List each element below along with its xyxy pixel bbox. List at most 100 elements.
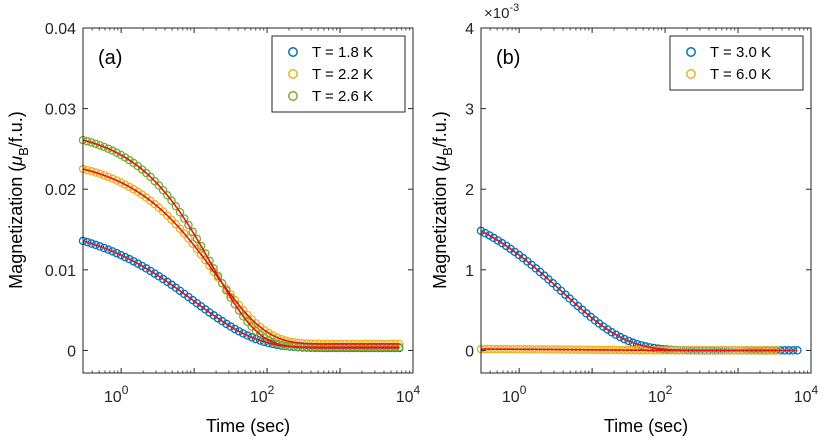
- data-point: [116, 150, 126, 160]
- data-point: [112, 176, 121, 185]
- data-point: [226, 322, 235, 331]
- data-point: [247, 333, 256, 342]
- fit-curve-1: [82, 240, 400, 349]
- data-point: [87, 239, 96, 248]
- x-tick-label-exp: 4: [812, 383, 819, 397]
- data-point: [87, 138, 96, 147]
- data-point: [480, 228, 490, 238]
- legend-entry: T = 2.2 K: [312, 66, 373, 83]
- data-point: [239, 312, 248, 321]
- data-point: [108, 174, 117, 183]
- data-point: [112, 248, 121, 258]
- data-point: [104, 144, 113, 153]
- data-point: [95, 169, 105, 179]
- data-point: [82, 136, 92, 146]
- legend-marker: [288, 69, 298, 79]
- panel-a-legend: T = 1.8 K T = 2.2 K T = 2.6 K: [271, 35, 406, 113]
- data-point: [251, 334, 261, 344]
- panel-b-y-axis-title-text: Magnetization: [430, 177, 450, 289]
- panel-b-y-exponent-power: -3: [509, 2, 519, 14]
- data-point: [188, 227, 197, 237]
- data-point: [137, 261, 147, 271]
- data-point: [179, 214, 189, 223]
- y-tick-label: 4: [465, 21, 474, 38]
- panel-b-y-axis-mu: μ: [430, 156, 450, 167]
- panel-b-y-axis-mu-sub: B: [440, 147, 455, 156]
- data-point: [91, 139, 100, 149]
- legend-entry: T = 3.0 K: [710, 44, 771, 61]
- x-tick-label-exp: 2: [268, 383, 275, 397]
- panel-b-y-exponent-label: ×10-3: [484, 2, 519, 22]
- data-point: [125, 254, 134, 264]
- data-point: [104, 245, 113, 254]
- data-point: [485, 231, 494, 240]
- data-point: [154, 272, 164, 281]
- x-tick-label-base: 10: [502, 389, 520, 406]
- data-point: [163, 191, 172, 200]
- data-point: [91, 168, 100, 177]
- y-tick-label: 0.01: [45, 263, 76, 280]
- data-point: [243, 317, 252, 327]
- panel-b-x-axis-title: Time (sec): [604, 416, 688, 436]
- data-point: [150, 269, 159, 278]
- panel-b-label: (b): [496, 47, 520, 69]
- data-point: [158, 274, 168, 284]
- legend-entry: T = 6.0 K: [710, 66, 771, 83]
- data-point: [217, 316, 227, 326]
- x-tick-label: 100: [502, 383, 527, 406]
- data-point: [281, 336, 290, 345]
- data-point: [201, 249, 210, 258]
- data-point: [108, 247, 117, 256]
- data-point: [167, 215, 176, 224]
- y-tick-label: 1: [465, 263, 474, 280]
- fit-curve-2: [82, 168, 400, 345]
- data-point: [167, 196, 176, 205]
- panel-a-fit-curves: [82, 139, 400, 349]
- data-point: [108, 146, 117, 155]
- data-point: [99, 243, 109, 253]
- x-tick-label: 104: [794, 383, 819, 406]
- data-point: [489, 233, 498, 243]
- panel-b-fit-curves: [480, 230, 798, 352]
- data-point: [217, 279, 227, 288]
- data-point: [125, 182, 134, 192]
- data-point: [116, 178, 126, 187]
- data-point: [91, 240, 100, 250]
- data-point: [133, 259, 143, 268]
- data-point: [171, 202, 181, 211]
- data-point: [497, 238, 507, 248]
- data-point: [184, 220, 193, 230]
- panel-a-y-axis-title: Magnetization (μB/f.u.): [6, 111, 31, 289]
- data-point: [99, 171, 109, 180]
- data-point: [158, 186, 168, 195]
- panel-a-y-axis-mu-sub: B: [16, 147, 31, 156]
- x-tick-label-base: 10: [648, 389, 666, 406]
- legend-marker: [288, 47, 298, 57]
- data-point: [184, 234, 193, 243]
- data-point: [150, 176, 159, 186]
- data-point: [163, 277, 172, 287]
- data-point: [607, 327, 617, 337]
- data-point: [120, 153, 130, 162]
- data-point: [129, 185, 138, 194]
- data-point: [146, 266, 155, 276]
- data-point: [175, 224, 185, 233]
- data-point: [611, 330, 621, 339]
- data-point: [95, 242, 105, 251]
- x-tick-label-exp: 4: [414, 383, 421, 397]
- data-point: [196, 250, 206, 259]
- data-point: [272, 333, 282, 342]
- data-point: [213, 271, 223, 281]
- panel-b-y-axis-unit: /f.u.): [430, 111, 450, 147]
- data-point: [234, 327, 244, 336]
- fit-curve-3: [82, 139, 400, 349]
- x-tick-label-base: 10: [104, 389, 122, 406]
- data-point: [188, 239, 197, 248]
- data-point: [213, 314, 223, 323]
- legend-entry: T = 1.8 K: [312, 44, 373, 61]
- x-tick-label-base: 10: [794, 389, 812, 406]
- data-point: [99, 142, 109, 152]
- data-point: [222, 319, 231, 329]
